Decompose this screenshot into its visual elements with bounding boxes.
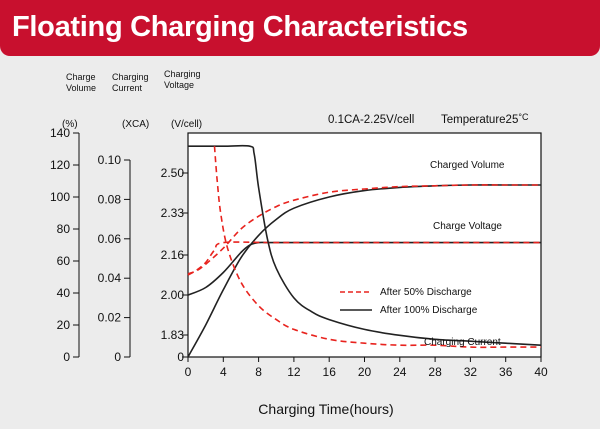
volume-axis-name: Charge Volume [66, 72, 96, 93]
current-axis-unit: (XCA) [122, 119, 149, 130]
x-axis-label: Charging Time(hours) [258, 401, 393, 417]
x-tick-label: 32 [464, 365, 478, 379]
current-axis-name-word: Current [112, 83, 143, 93]
series-label-charge-voltage: Charge Voltage [433, 221, 502, 232]
voltage-axis-unit: (V/cell) [171, 119, 202, 130]
volume-tick-label: 0 [63, 350, 70, 364]
x-tick-label: 28 [428, 365, 442, 379]
legend: After 50% Discharge After 100% Discharge [340, 287, 478, 316]
current-tick-label: 0.04 [98, 271, 122, 285]
x-tick-label: 24 [393, 365, 407, 379]
chart-subtitle-left: 0.1CA-2.25V/cell [328, 114, 414, 126]
x-tick-label: 0 [185, 365, 192, 379]
series-label-charged-volume: Charged Volume [430, 160, 505, 171]
current-tick-label: 0.10 [98, 153, 122, 167]
voltage-tick-label: 2.50 [161, 166, 185, 180]
legend-label-50: After 50% Discharge [380, 287, 472, 298]
volume-tick-label: 80 [57, 222, 71, 236]
voltage-axis-name-word: Voltage [164, 80, 194, 90]
series-line-current-after-50 [213, 146, 541, 349]
page-title: Floating Charging Characteristics [12, 11, 468, 43]
volume-tick-label: 20 [57, 318, 71, 332]
series-line-voltage-after-50 [187, 241, 541, 276]
volume-axis-name-word: Volume [66, 83, 96, 93]
x-tick-label: 20 [358, 365, 372, 379]
volume-tick-label: 60 [57, 254, 71, 268]
volume-axis-unit: (%) [62, 119, 78, 130]
legend-label-100: After 100% Discharge [380, 305, 478, 316]
x-tick-label: 12 [287, 365, 301, 379]
volume-tick-label: 140 [50, 126, 70, 140]
current-tick-label: 0.08 [98, 192, 122, 206]
voltage-axis-ticks: 0 1.83 2.00 2.16 2.33 2.50 [161, 166, 188, 364]
voltage-axis-name-word: Charging [164, 69, 201, 79]
subtitle-degree: °C [518, 112, 529, 122]
series-label-charging-current: Charging Current [424, 337, 501, 348]
x-tick-label: 36 [499, 365, 513, 379]
current-tick-label: 0.02 [98, 311, 122, 325]
x-tick-label: 40 [534, 365, 548, 379]
current-axis-ticks: 0 0.02 0.04 0.06 0.08 0.10 [98, 153, 130, 364]
volume-axis-name-word: Charge [66, 72, 96, 82]
chart-subtitle-right: Temperature25°C [441, 112, 529, 126]
volume-tick-label: 120 [50, 158, 70, 172]
voltage-axis-name: Charging Voltage [164, 69, 201, 90]
plot-area [187, 132, 542, 358]
series-layer [187, 144, 542, 358]
series-line-current-after-100 [188, 144, 542, 346]
current-tick-label: 0 [114, 350, 121, 364]
voltage-tick-label: 0 [177, 350, 184, 364]
x-tick-label: 8 [255, 365, 262, 379]
voltage-tick-label: 2.16 [161, 248, 185, 262]
series-line-volume-after-50 [187, 184, 541, 275]
x-tick-label: 16 [323, 365, 337, 379]
x-axis-ticks: 0 4 8 12 16 20 24 28 32 36 40 [185, 357, 548, 379]
volume-tick-label: 100 [50, 190, 70, 204]
axis-headers: Charge Volume Charging Current Charging Vol… [62, 69, 202, 130]
current-axis-name-word: Charging [112, 72, 149, 82]
voltage-tick-label: 2.33 [161, 206, 185, 220]
volume-axis-ticks: 0 20 40 60 80 100 120 140 [50, 126, 79, 364]
title-banner: Floating Charging Characteristics [0, 0, 600, 56]
voltage-tick-label: 1.83 [161, 328, 185, 342]
current-tick-label: 0.06 [98, 232, 122, 246]
x-tick-label: 4 [220, 365, 227, 379]
voltage-tick-label: 2.00 [161, 288, 185, 302]
subtitle-temperature: Temperature25 [441, 114, 518, 126]
current-axis-name: Charging Current [112, 72, 149, 93]
volume-tick-label: 40 [57, 286, 71, 300]
